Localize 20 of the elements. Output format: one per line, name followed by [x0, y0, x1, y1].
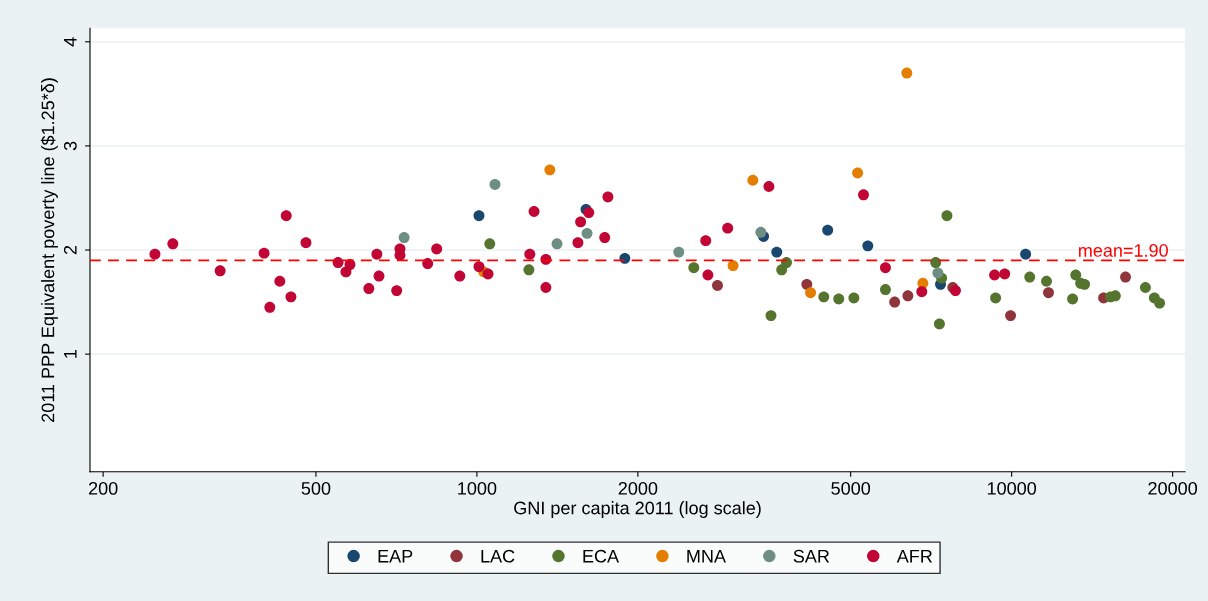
x-tick-label: 200 — [88, 481, 118, 495]
x-tick-label: 10000 — [987, 481, 1037, 495]
y-axis-title: 2011 PPP Equivalent poverty line ($1.25*δ) — [40, 78, 58, 422]
y-tick-label: 1 — [64, 349, 77, 358]
x-tick-label: 2000 — [618, 481, 658, 495]
legend-label: EAP — [378, 549, 413, 563]
legend-label: AFR — [896, 549, 933, 563]
ref-line-label: mean=1.90 — [1078, 244, 1168, 257]
legend-label: LAC — [481, 549, 515, 563]
x-tick-label: 5000 — [831, 481, 871, 495]
y-tick-label: 2 — [63, 245, 77, 255]
x-tick-label: 1000 — [458, 481, 497, 495]
x-tick-label: 20000 — [1148, 481, 1198, 495]
x-tick-label: 500 — [301, 481, 331, 495]
y-tick-label: 3 — [63, 141, 77, 151]
legend-label: SAR — [793, 549, 830, 563]
legend-label: ECA — [583, 549, 620, 563]
y-tick-label: 4 — [64, 37, 77, 47]
x-axis-title: GNI per capita 2011 (log scale) — [514, 501, 761, 518]
legend-label: MNA — [687, 549, 726, 563]
